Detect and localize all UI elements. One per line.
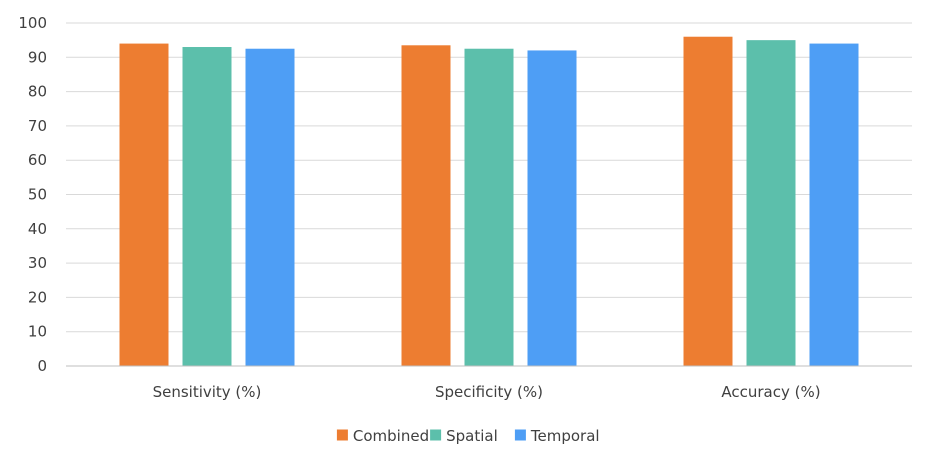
y-tick-label: 50 [28, 186, 47, 204]
bar-spatial-3 [746, 40, 796, 367]
y-tick-label: 0 [37, 357, 47, 375]
y-tick-label: 60 [28, 151, 47, 169]
x-axis-category-labels: Sensitivity (%) Specificity (%) Accuracy (… [153, 383, 821, 401]
legend-label-temporal: Temporal [530, 427, 600, 445]
x-category-label: Sensitivity (%) [153, 383, 262, 401]
legend-swatch-temporal [514, 429, 526, 441]
bar-combined-2 [401, 45, 451, 367]
y-tick-label: 70 [28, 117, 47, 135]
legend: Combined Spatial Temporal [336, 427, 600, 445]
bar-spatial-2 [464, 48, 514, 366]
bar-combined-1 [119, 43, 169, 366]
x-category-label: Accuracy (%) [721, 383, 820, 401]
y-tick-label: 80 [28, 83, 47, 101]
y-tick-label: 10 [28, 323, 47, 341]
y-tick-label: 90 [28, 48, 47, 66]
bar-spatial-1 [182, 47, 232, 366]
y-tick-label: 40 [28, 220, 47, 238]
bar-combined-3 [683, 36, 733, 366]
bar-temporal-2 [527, 50, 577, 366]
legend-swatch-combined [336, 429, 348, 441]
y-tick-label: 20 [28, 288, 47, 306]
bar-temporal-1 [245, 48, 295, 366]
y-tick-label: 100 [18, 14, 47, 32]
y-tick-label: 30 [28, 254, 47, 272]
legend-label-spatial: Spatial [446, 427, 498, 445]
x-category-label: Specificity (%) [435, 383, 543, 401]
legend-label-combined: Combined [353, 427, 429, 445]
legend-swatch-spatial [430, 429, 442, 441]
bar-temporal-3 [809, 43, 859, 366]
y-axis-tick-labels: 0 10 20 30 40 50 60 70 80 90 100 [18, 14, 47, 375]
bars [119, 36, 859, 367]
